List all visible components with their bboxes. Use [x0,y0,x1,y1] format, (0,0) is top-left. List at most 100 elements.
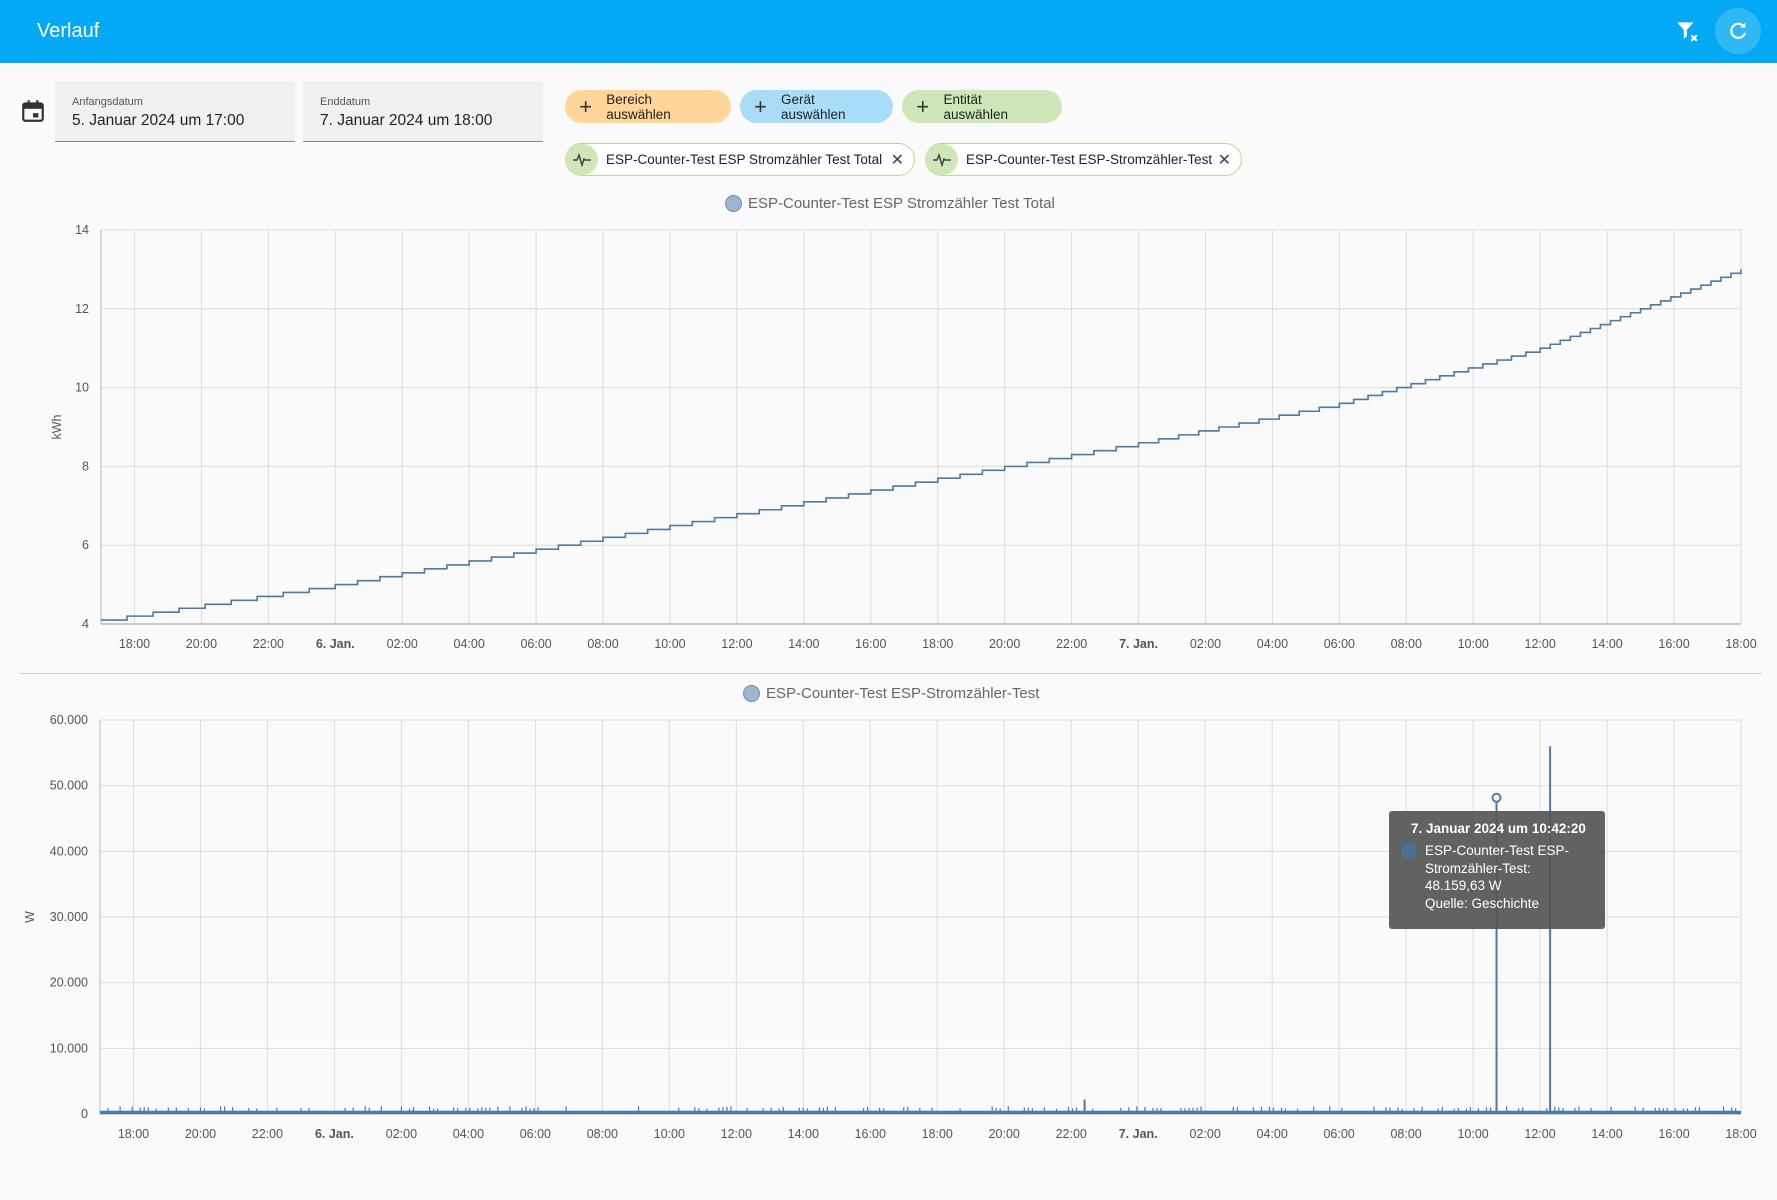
y-tick-label: 60.000 [50,713,88,727]
x-tick-label: 16:00 [855,1127,886,1141]
refresh-button[interactable] [1715,8,1761,54]
highlighted-point [1491,792,1502,803]
x-tick-label: 22:00 [252,1127,283,1141]
x-tick-label: 7. Jan. [1119,1127,1158,1141]
y-tick-label: 20.000 [50,976,88,990]
x-tick-label: 22:00 [1056,637,1087,651]
x-tick-label: 08:00 [587,637,618,651]
x-tick-label: 16:00 [855,637,886,651]
legend-label: ESP-Counter-Test ESP-Stromzähler-Test [766,685,1040,702]
tooltip-series-dot [1401,843,1417,859]
tooltip-title: 7. Januar 2024 um 10:42:20 [1411,821,1586,836]
legend-dot [743,685,760,702]
end-date-value: 7. Januar 2024 um 18:00 [320,112,493,129]
y-tick-label: 30.000 [50,910,88,924]
x-tick-label: 20:00 [185,1127,216,1141]
page-title: Verlauf [37,20,100,42]
select-device-label: Gerät auswählen [780,91,846,122]
x-tick-label: 22:00 [253,637,284,651]
y-tick-label: 10 [75,381,89,395]
x-tick-label: 10:00 [654,637,685,651]
x-tick-label: 18:00 [1725,637,1756,651]
series-line [101,269,1742,621]
x-tick-label: 7. Jan. [1119,637,1158,651]
x-tick-label: 20:00 [989,1127,1020,1141]
x-tick-label: 6. Jan. [316,637,355,651]
y-tick-label: 10.000 [50,1041,88,1055]
x-tick-label: 14:00 [1591,1127,1622,1141]
x-tick-label: 14:00 [788,1127,819,1141]
x-tick-label: 12:00 [721,1127,752,1141]
x-tick-label: 14:00 [1591,637,1622,651]
x-tick-label: 08:00 [587,1127,618,1141]
energy-total-chart[interactable]: 4 6 8 10 12 14 18:00 20:00 22:00 6. Jan. 02:00 04:0… [0,0,1777,665]
calendar-icon[interactable] [20,98,46,124]
chart-tooltip: 7. Januar 2024 um 10:42:20 ESP-Counter-T… [1389,811,1605,929]
plus-icon: + [916,93,930,119]
x-tick-label: 10:00 [1458,637,1489,651]
x-tick-label: 04:00 [1257,637,1288,651]
end-date-label: Enddatum [320,96,371,108]
x-tick-label: 6. Jan. [315,1127,354,1141]
y-axis-label: W [23,911,37,923]
entity-chip[interactable]: ESP-Counter-Test ESP-Stromzähler-Test ✕ [925,143,1242,176]
x-tick-label: 10:00 [654,1127,685,1141]
start-date-field[interactable]: Anfangsdatum 5. Januar 2024 um 17:00 [55,81,295,142]
select-area-label: Bereich auswählen [606,91,671,122]
x-tick-label: 18:00 [118,1127,149,1141]
legend-dot [725,195,742,212]
x-tick-label: 08:00 [1391,637,1422,651]
x-tick-label: 12:00 [1525,637,1556,651]
x-tick-label: 04:00 [1257,1127,1288,1141]
select-area-button[interactable]: + Bereich auswählen [565,90,731,123]
x-tick-label: 12:00 [721,637,752,651]
x-tick-label: 02:00 [1190,1127,1221,1141]
end-date-field[interactable]: Enddatum 7. Januar 2024 um 18:00 [303,81,543,142]
tooltip-value: ESP-Counter-Test ESP-Stromzähler-Test: 4… [1425,843,1570,893]
refresh-icon [1730,22,1747,39]
entity-chip-label: ESP-Counter-Test ESP Stromzähler Test To… [606,152,883,167]
plus-icon: + [754,93,767,119]
x-tick-label: 02:00 [387,637,418,651]
entity-chip[interactable]: ESP-Counter-Test ESP Stromzähler Test To… [565,143,915,176]
x-tick-label: 20:00 [186,637,217,651]
x-tick-label: 18:00 [119,637,150,651]
close-icon[interactable]: ✕ [1217,151,1231,169]
x-tick-label: 16:00 [1658,1127,1689,1141]
start-date-label: Anfangsdatum [72,96,143,108]
x-tick-label: 20:00 [989,637,1020,651]
filter-remove-icon [1677,22,1698,42]
y-tick-label: 50.000 [50,779,88,793]
y-tick-label: 14 [75,223,89,237]
chart-divider [20,673,1762,674]
x-tick-label: 18:00 [922,1127,953,1141]
y-tick-label: 6 [82,538,89,552]
close-icon[interactable]: ✕ [890,151,904,169]
x-tick-label: 06:00 [1323,1127,1354,1141]
y-axis-label: kWh [50,414,64,439]
select-device-button[interactable]: + Gerät auswählen [740,90,893,123]
app-header: Verlauf [0,0,1777,63]
x-tick-label: 12:00 [1524,1127,1555,1141]
pulse-icon [925,144,958,175]
y-tick-label: 12 [75,302,89,316]
x-tick-label: 06:00 [1324,637,1355,651]
x-tick-label: 08:00 [1390,1127,1421,1141]
select-entity-button[interactable]: + Entität auswählen [902,90,1062,123]
x-tick-label: 16:00 [1658,637,1689,651]
x-tick-label: 18:00 [922,637,953,651]
y-tick-label: 0 [81,1107,88,1121]
x-tick-label: 14:00 [788,637,819,651]
chart-legend[interactable]: ESP-Counter-Test ESP Stromzähler Test To… [725,195,1055,212]
entity-chip-label: ESP-Counter-Test ESP-Stromzähler-Test [966,152,1213,167]
pulse-icon [565,144,598,175]
select-entity-label: Entität auswählen [943,91,1009,122]
series-baseline [100,1110,1741,1114]
y-tick-label: 4 [82,617,89,631]
x-tick-label: 06:00 [520,637,551,651]
clear-filter-button[interactable] [1664,8,1710,54]
y-tick-label: 40.000 [50,844,88,858]
chart-legend[interactable]: ESP-Counter-Test ESP-Stromzähler-Test [743,685,1039,702]
tooltip-source: Quelle: Geschichte [1425,895,1540,911]
